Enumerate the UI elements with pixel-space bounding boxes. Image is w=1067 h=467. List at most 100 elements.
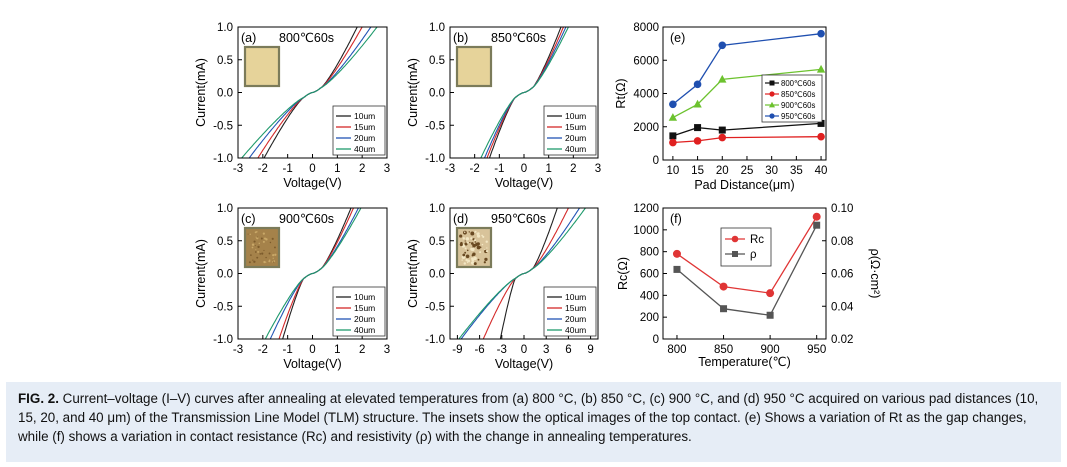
legend-entry-c: 40um [354,325,375,335]
inset-grain-d [461,259,463,261]
inset-grain-c [272,257,274,259]
x-tick-label-c: -2 [258,344,268,356]
y-tick-label-e: 2000 [633,122,659,134]
inset-grain-d [464,251,467,254]
y-tick-label-b: -0.5 [425,120,445,132]
legend-entry-a: 40um [354,144,375,154]
legend-entry-b: 20um [565,133,586,143]
x-tick-label-f: 800 [667,344,686,356]
inset-grain-c [263,237,267,240]
legend-entry-c: 20um [354,314,375,324]
inset-grain-c [253,260,256,263]
inset-grain-d [468,231,470,233]
inset-grain-c [272,254,275,257]
y-tick-label-f: 1200 [633,203,659,215]
y2-tick-label-f: 0.04 [831,301,854,313]
data-point-900℃60s [668,113,678,121]
x-tick-label-b: 3 [595,163,601,175]
inset-grain-c [262,240,265,243]
y-tick-label-a: 0.5 [217,55,233,67]
series-line-ρ [676,224,818,317]
x-tick-label-c: -3 [233,344,243,356]
inset-grain-c [259,252,262,255]
x-tick-label-e: 30 [765,165,778,177]
inset-grain-c [249,233,251,235]
data-point-Rc [812,212,821,221]
y-tick-label-e: 8000 [633,22,659,34]
inset-grain-d [479,251,482,254]
data-point-850℃60s [669,138,677,147]
iv-panel-c: -3 -2 -1 0 1 2 3 -1.0 -0.5 0.0 0.5 1.0 Voltage(V) Cur… [194,203,390,371]
iv-curve-a-40um [240,27,378,158]
inset-grain-d [484,257,488,262]
inset-grain-d [469,241,471,244]
inset-grain-c [250,254,252,256]
inset-grain-c [262,232,265,235]
x-tick-label-c: 2 [359,344,365,356]
caption-text: Current–voltage (I–V) curves after annea… [18,391,1039,444]
series-line-950℃60s [672,33,822,105]
inset-grain-d [465,254,470,259]
x-tick-label-f: 900 [761,344,780,356]
legend-marker-e [769,80,775,86]
legend-box-b [543,105,597,156]
inset-grain-c [260,237,263,240]
iv-curve-b-40um [480,27,570,158]
x-tick-label-e: 10 [666,165,679,177]
x-tick-label-b: -3 [445,163,455,175]
y-tick-label-d: 0.5 [429,236,445,248]
legend-entry-b: 15um [565,122,586,132]
inset-grain-d [474,230,477,233]
iv-panel-b: -3 -2 -1 0 1 2 3 -1.0 -0.5 0.0 0.5 1.0 Voltage(V) Cur… [406,22,601,190]
panel-label-e: (e) [670,31,685,45]
inset-grain-d [466,241,469,244]
inset-grain-d [486,247,488,249]
x-tick-label-b: 1 [545,163,551,175]
data-point-Rc [719,282,728,291]
y-tick-label-b: 1.0 [429,22,445,34]
legend-box-a [332,105,386,156]
x-tick-label-b: 0 [521,163,527,175]
y-tick-label-f: 0 [653,334,659,346]
y2-tick-label-f: 0.08 [831,236,853,248]
inset-grain-d [485,240,488,243]
panel-label-d: (d) [453,212,468,226]
x-tick-label-e: 25 [741,165,754,177]
series-line-900℃60s [672,68,822,119]
inset-grain-d [464,247,467,250]
y-tick-label-e: 0 [653,155,659,167]
inset-grain-c [257,250,260,253]
inset-grain-d [473,262,477,266]
panel-title-a: 800℃60s [279,31,334,45]
y-tick-label-d: 0.0 [429,269,445,281]
inset-image-a [243,45,281,88]
x-tick-label-d: -6 [474,344,484,356]
y-tick-label-b: 0.0 [429,88,445,100]
inset-grain-c [265,256,267,259]
y2-axis-label-f: ρ(Ω·cm²) [868,249,882,299]
legend-entry-b: 10um [565,111,586,121]
legend-marker-f [731,235,739,243]
legend-entry-d: 20um [565,314,586,324]
inset-grain-c [247,233,249,235]
inset-grain-c [274,253,277,256]
x-tick-label-b: -2 [470,163,480,175]
y-tick-label-c: 1.0 [217,203,233,215]
inset-grain-d [470,242,474,245]
figure-2: -3 -2 -1 0 1 2 3 -1.0 -0.5 0.0 0.5 1.0 Voltage(V) Cur… [194,22,882,371]
legend-entry-a: 20um [354,133,375,143]
data-point-850℃60s [693,137,702,145]
panel-title-c: 900℃60s [279,212,334,226]
panel-label-c: (c) [241,212,256,226]
inset-grain-c [268,259,271,262]
y-tick-label-a: -0.5 [213,120,233,132]
x-axis-label-e: Pad Distance(μm) [694,178,794,192]
inset-grain-d [470,247,475,252]
data-point-850℃60s [718,133,727,142]
legend-entry-d: 40um [565,325,586,335]
data-point-900℃60s [718,74,727,83]
legend-entry-a: 10um [354,111,375,121]
inset-grain-d [470,231,475,236]
x-tick-label-a: -3 [233,163,243,175]
x-tick-label-a: 0 [309,163,315,175]
